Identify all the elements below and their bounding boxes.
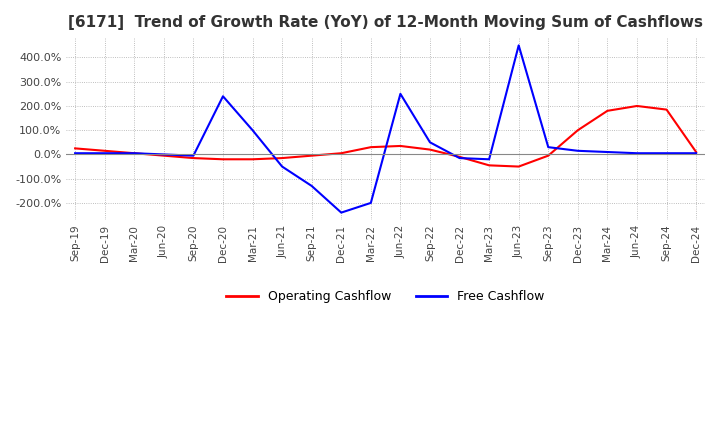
- Operating Cashflow: [426, 147, 434, 152]
- Operating Cashflow: [189, 155, 198, 161]
- Free Cashflow: [603, 149, 612, 154]
- Free Cashflow: [633, 150, 642, 156]
- Free Cashflow: [130, 150, 138, 156]
- Operating Cashflow: [396, 143, 405, 149]
- Operating Cashflow: [307, 153, 316, 158]
- Free Cashflow: [366, 200, 375, 205]
- Free Cashflow: [248, 128, 257, 133]
- Operating Cashflow: [100, 148, 109, 154]
- Operating Cashflow: [633, 103, 642, 109]
- Operating Cashflow: [248, 157, 257, 162]
- Operating Cashflow: [278, 155, 287, 161]
- Operating Cashflow: [130, 150, 138, 156]
- Operating Cashflow: [160, 153, 168, 158]
- Free Cashflow: [426, 139, 434, 145]
- Operating Cashflow: [662, 107, 671, 112]
- Free Cashflow: [692, 150, 701, 156]
- Operating Cashflow: [485, 163, 493, 168]
- Free Cashflow: [574, 148, 582, 154]
- Free Cashflow: [544, 144, 552, 150]
- Free Cashflow: [100, 150, 109, 156]
- Free Cashflow: [278, 164, 287, 169]
- Free Cashflow: [485, 157, 493, 162]
- Line: Free Cashflow: Free Cashflow: [75, 45, 696, 213]
- Operating Cashflow: [544, 153, 552, 158]
- Free Cashflow: [455, 155, 464, 161]
- Free Cashflow: [71, 150, 79, 156]
- Operating Cashflow: [692, 149, 701, 154]
- Free Cashflow: [662, 150, 671, 156]
- Line: Operating Cashflow: Operating Cashflow: [75, 106, 696, 167]
- Operating Cashflow: [574, 128, 582, 133]
- Operating Cashflow: [219, 157, 228, 162]
- Free Cashflow: [307, 183, 316, 189]
- Free Cashflow: [337, 210, 346, 215]
- Operating Cashflow: [366, 144, 375, 150]
- Free Cashflow: [219, 94, 228, 99]
- Free Cashflow: [514, 43, 523, 48]
- Operating Cashflow: [71, 146, 79, 151]
- Free Cashflow: [160, 152, 168, 157]
- Free Cashflow: [189, 153, 198, 158]
- Free Cashflow: [396, 91, 405, 96]
- Operating Cashflow: [455, 154, 464, 160]
- Operating Cashflow: [337, 150, 346, 156]
- Operating Cashflow: [514, 164, 523, 169]
- Legend: Operating Cashflow, Free Cashflow: Operating Cashflow, Free Cashflow: [222, 285, 550, 308]
- Title: [6171]  Trend of Growth Rate (YoY) of 12-Month Moving Sum of Cashflows: [6171] Trend of Growth Rate (YoY) of 12-…: [68, 15, 703, 30]
- Operating Cashflow: [603, 108, 612, 114]
